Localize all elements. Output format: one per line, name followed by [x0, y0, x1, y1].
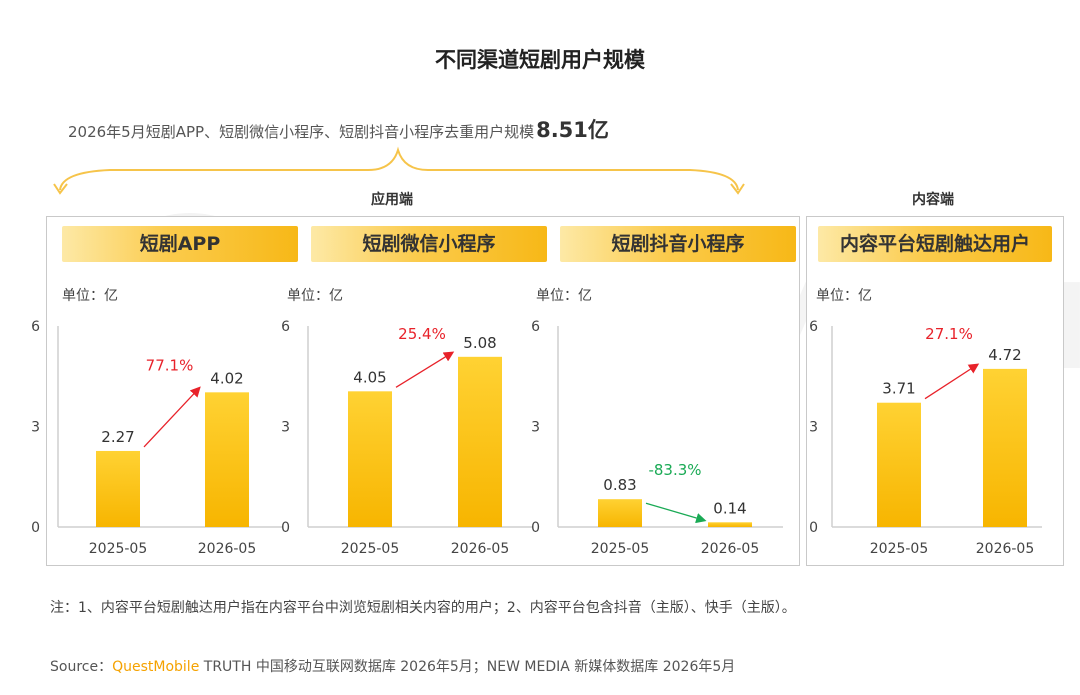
- summary-line: 2026年5月短剧APP、短剧微信小程序、短剧抖音小程序去重用户规模8.51亿: [68, 114, 609, 144]
- y-tick-label: 3: [809, 420, 818, 436]
- unit-label-content: 单位：亿: [816, 288, 872, 304]
- bar: [708, 522, 752, 527]
- x-tick-label: 2025-05: [870, 541, 929, 557]
- change-label: 25.4%: [398, 325, 446, 343]
- unit-label-wechat: 单位：亿: [287, 288, 343, 304]
- summary-text: 2026年5月短剧APP、短剧微信小程序、短剧抖音小程序去重用户规模: [68, 123, 535, 141]
- y-tick-label: 3: [531, 420, 540, 436]
- tab-douyin-mini-program: 短剧抖音小程序: [560, 226, 796, 262]
- change-label: -83.3%: [648, 461, 701, 479]
- source-rest: TRUTH 中国移动互联网数据库 2026年5月；NEW MEDIA 新媒体数据…: [199, 659, 736, 675]
- bar: [983, 368, 1027, 527]
- app-side-panel: [46, 216, 800, 566]
- unit-label-app: 单位：亿: [62, 288, 118, 304]
- bar: [458, 356, 502, 527]
- bar: [877, 402, 921, 527]
- bar: [96, 450, 140, 527]
- x-tick-label: 2026-05: [976, 541, 1035, 557]
- source-line: Source：QuestMobile TRUTH 中国移动互联网数据库 2026…: [50, 656, 735, 676]
- tab-wechat-mini-program: 短剧微信小程序: [311, 226, 547, 262]
- x-tick-label: 2025-05: [591, 541, 650, 557]
- source-prefix: Source：: [50, 659, 113, 675]
- chart-short-drama-app: 0 3 6 2.27 2025-05 4.02 2026-05 77.1% 0 3 6 4.05 202…: [31, 319, 1042, 557]
- bar-value-label: 4.05: [353, 368, 386, 386]
- bar: [598, 499, 642, 527]
- growth-arrow: [143, 386, 201, 448]
- unit-label-douyin: 单位：亿: [536, 288, 592, 304]
- source-brand: QuestMobile: [112, 659, 200, 675]
- tab-short-drama-app: 短剧APP: [62, 226, 298, 262]
- bar-value-label: 3.71: [882, 380, 915, 398]
- y-tick-label: 0: [31, 520, 40, 536]
- x-tick-label: 2026-05: [701, 541, 760, 557]
- bar-value-label: 0.83: [603, 476, 636, 494]
- decline-arrow: [645, 502, 707, 524]
- footnote: 注：1、内容平台短剧触达用户指在内容平台中浏览短剧相关内容的用户；2、内容平台包…: [50, 600, 796, 616]
- x-tick-label: 2025-05: [341, 541, 400, 557]
- y-tick-label: 3: [281, 420, 290, 436]
- x-tick-label: 2026-05: [451, 541, 510, 557]
- y-tick-label: 3: [31, 420, 40, 436]
- x-tick-label: 2025-05: [89, 541, 148, 557]
- bar-value-label: 4.02: [210, 369, 243, 387]
- group-label-app: 应用端: [371, 192, 413, 208]
- bar: [205, 392, 249, 527]
- growth-arrow: [924, 363, 980, 400]
- y-tick-label: 0: [281, 520, 290, 536]
- x-tick-label: 2026-05: [198, 541, 257, 557]
- app-side-bracket: [53, 146, 745, 195]
- change-label: 27.1%: [925, 325, 973, 343]
- y-tick-label: 0: [531, 520, 540, 536]
- growth-arrow: [395, 351, 455, 388]
- bar-value-label: 2.27: [101, 428, 134, 446]
- y-tick-label: 6: [809, 319, 818, 335]
- y-tick-label: 6: [531, 319, 540, 335]
- y-tick-label: 0: [809, 520, 818, 536]
- group-label-content: 内容端: [912, 192, 954, 208]
- y-tick-label: 6: [281, 319, 290, 335]
- bar-value-label: 4.72: [988, 346, 1021, 364]
- summary-value: 8.51亿: [536, 118, 609, 142]
- tab-content-platform-reach: 内容平台短剧触达用户: [818, 226, 1052, 262]
- y-tick-label: 6: [31, 319, 40, 335]
- bar-value-label: 5.08: [463, 334, 496, 352]
- bar: [348, 391, 392, 527]
- change-label: 77.1%: [146, 356, 194, 374]
- page-title: 不同渠道短剧用户规模: [435, 48, 645, 72]
- bar-value-label: 0.14: [713, 499, 746, 517]
